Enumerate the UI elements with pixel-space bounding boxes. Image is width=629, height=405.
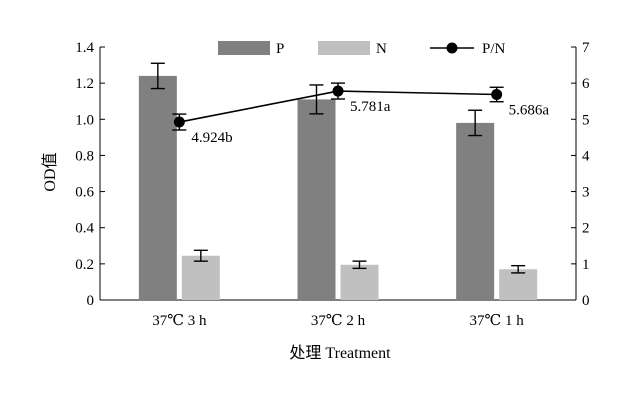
data-label: 4.924b (191, 130, 232, 146)
axes: 0 0.2 0.4 0.6 0.8 1.0 1.2 1.4 0 1 2 3 4 5 6 7 37℃ 3 h 37℃… (75, 40, 590, 329)
legend-swatch-n (318, 41, 370, 55)
ratio-line (172, 82, 504, 131)
legend-marker (446, 42, 458, 54)
y2-tick-label: 1 (582, 257, 590, 273)
y-tick-label: 0.8 (75, 148, 94, 164)
legend-label: N (376, 41, 387, 57)
legend-swatch-p (218, 41, 270, 55)
y-tick-label: 0.2 (75, 257, 94, 273)
ratio-point (491, 88, 503, 100)
legend: P N P/N (218, 41, 506, 57)
y-tick-label: 1.0 (75, 112, 94, 128)
bar-n (181, 255, 220, 300)
x-tick-label: 37℃ 1 h (470, 313, 525, 329)
y2-tick-label: 4 (582, 148, 590, 164)
y2-tick-label: 3 (582, 185, 590, 201)
y-tick-label: 1.4 (75, 40, 94, 56)
y-axis-title: OD值 (41, 152, 59, 191)
bars (138, 62, 538, 301)
bar-n (340, 264, 379, 300)
bar-n (499, 269, 538, 300)
ratio-point (173, 116, 185, 128)
bar-p (297, 99, 336, 301)
x-axis-title: 处理 Treatment (289, 344, 391, 362)
y-tick-label: 0.6 (75, 185, 94, 201)
x-tick-label: 37℃ 2 h (311, 313, 366, 329)
data-label: 5.686a (509, 102, 550, 118)
ratio-point (332, 85, 344, 97)
y2-tick-label: 6 (582, 76, 590, 92)
bar-p (138, 75, 177, 301)
y2-tick-label: 5 (582, 112, 590, 128)
data-label: 5.781a (350, 99, 391, 115)
y-tick-label: 1.2 (75, 76, 94, 92)
y2-tick-label: 2 (582, 221, 590, 237)
bar-p (456, 122, 495, 301)
legend-label: P/N (482, 41, 506, 57)
y-tick-label: 0 (87, 293, 95, 309)
legend-label: P (276, 41, 284, 57)
y-tick-label: 0.4 (75, 221, 94, 237)
x-tick-label: 37℃ 3 h (152, 313, 207, 329)
y2-tick-label: 0 (582, 293, 590, 309)
y2-tick-label: 7 (582, 40, 590, 56)
labels: 4.924b 5.781a 5.686a (191, 99, 549, 146)
